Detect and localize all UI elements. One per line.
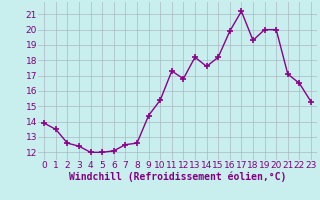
X-axis label: Windchill (Refroidissement éolien,°C): Windchill (Refroidissement éolien,°C): [69, 172, 286, 182]
